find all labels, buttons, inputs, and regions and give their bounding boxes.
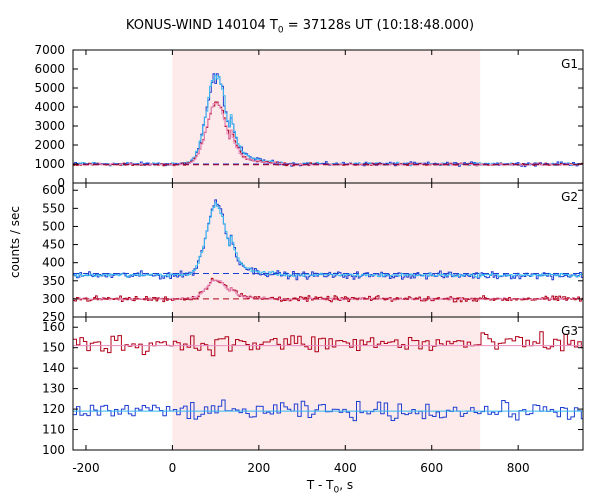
title-main: KONUS-WIND 140104 T — [125, 18, 278, 33]
g3-ytick-label: 130 — [42, 382, 65, 396]
g2-ytick-label: 250 — [42, 310, 65, 324]
g1-ytick-label: 7000 — [34, 43, 65, 57]
g3-ytick-label: 100 — [42, 443, 65, 457]
g3-ytick-label: 140 — [42, 361, 65, 375]
g3-ytick-label: 150 — [42, 341, 65, 355]
xtick-label: 800 — [507, 461, 530, 475]
xlabel-main: T - T — [306, 478, 334, 492]
g2-ytick-label: 300 — [42, 292, 65, 306]
g3-ytick-label: 160 — [42, 320, 65, 334]
g2-ytick-label: 450 — [42, 238, 65, 252]
y-axis-label: counts / sec — [8, 206, 22, 279]
x-axis-label: T - T0, s — [0, 478, 600, 495]
title-subscript: 0 — [277, 25, 284, 36]
xtick-label: 200 — [247, 461, 270, 475]
xlabel-rest: , s — [339, 478, 354, 492]
xtick-label: 400 — [334, 461, 357, 475]
g2-ytick-label: 350 — [42, 274, 65, 288]
g1-panel-label: G1 — [561, 57, 578, 71]
xtick-label: 600 — [420, 461, 443, 475]
g3-panel-label: G3 — [561, 324, 578, 338]
xlabel-subscript: 0 — [333, 485, 340, 496]
title-rest: = 37128s UT (10:18:48.000) — [283, 18, 475, 33]
g3-ytick-label: 120 — [42, 402, 65, 416]
xtick-label: 0 — [169, 461, 177, 475]
g1-ytick-label: 2000 — [34, 138, 65, 152]
shaded-interval — [172, 50, 481, 450]
g2-ytick-label: 550 — [42, 201, 65, 215]
g1-ytick-label: 5000 — [34, 81, 65, 95]
chart-title: KONUS-WIND 140104 T0 = 37128s UT (10:18:… — [0, 18, 600, 36]
g3-series-1 — [73, 331, 583, 357]
g1-ytick-label: 1000 — [34, 157, 65, 171]
g1-ytick-label: 6000 — [34, 62, 65, 76]
g3-frame — [72, 316, 584, 451]
g1-ytick-label: 4000 — [34, 100, 65, 114]
g2-panel-label: G2 — [561, 190, 578, 204]
g2-ytick-label: 500 — [42, 219, 65, 233]
g1-ytick-label: 3000 — [34, 119, 65, 133]
g2-ytick-label: 600 — [42, 183, 65, 197]
xtick-label: -200 — [72, 461, 99, 475]
g2-ytick-label: 400 — [42, 256, 65, 270]
g3-ytick-label: 110 — [42, 423, 65, 437]
g1-ytick-label: 0 — [57, 176, 65, 190]
